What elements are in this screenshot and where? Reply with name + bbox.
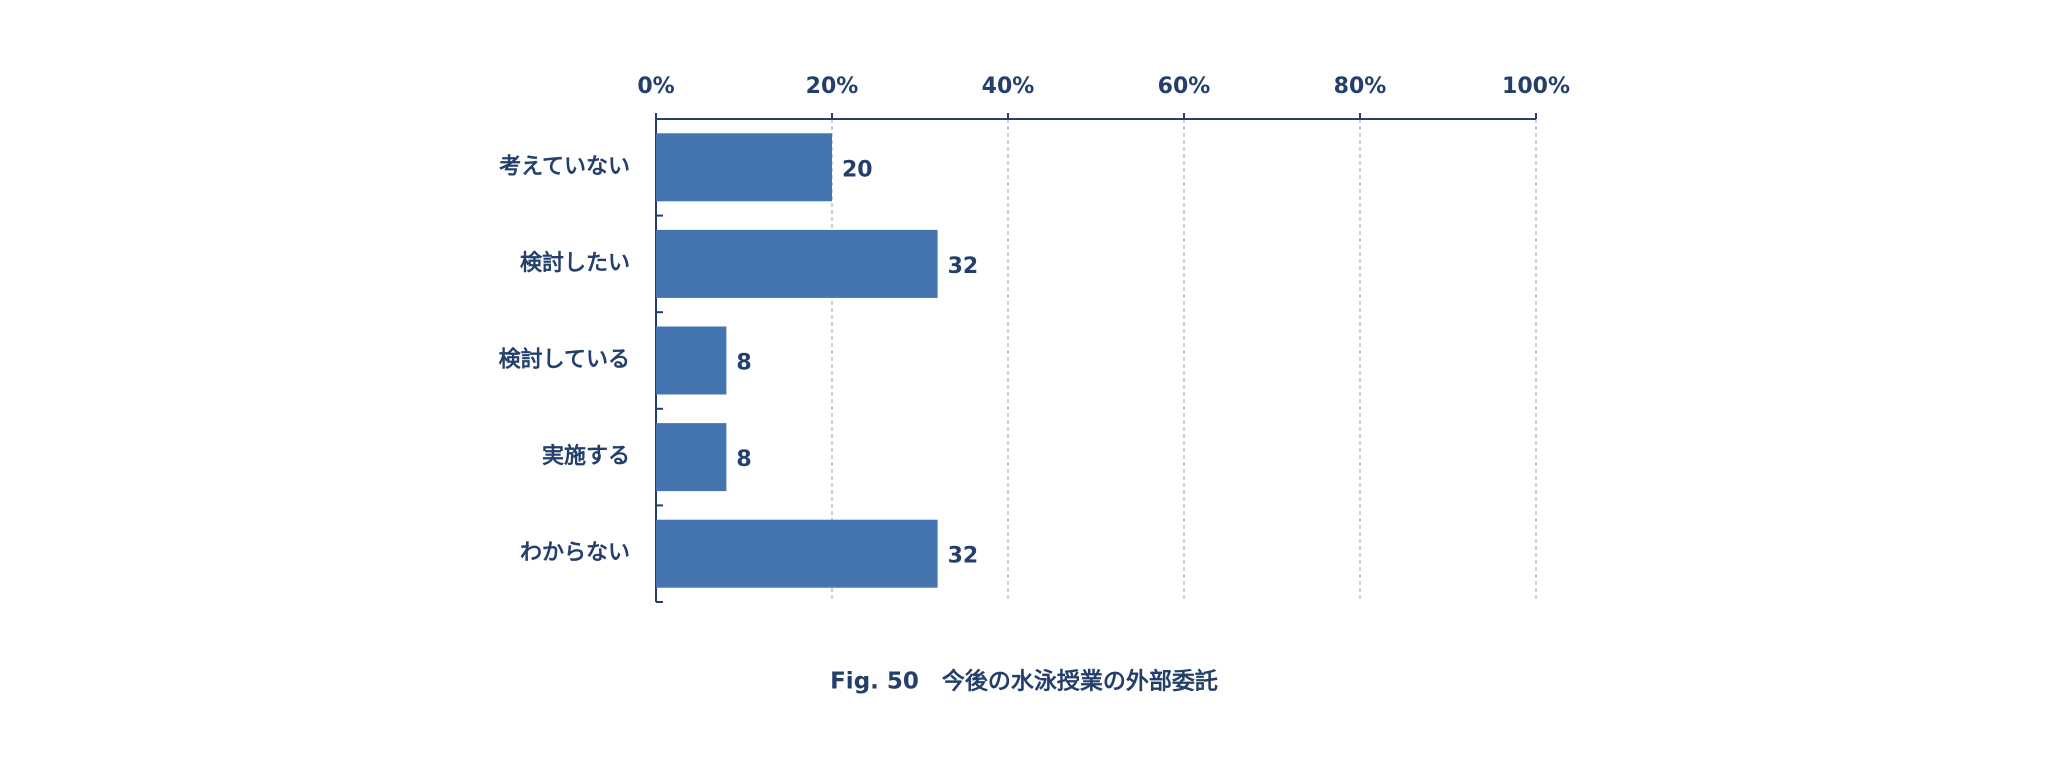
x-tick-label: 60% <box>1158 74 1211 99</box>
value-label: 8 <box>736 447 751 472</box>
bar <box>656 423 727 492</box>
bar <box>656 519 938 588</box>
x-tick-label: 100% <box>1502 74 1570 99</box>
value-label: 8 <box>736 351 751 376</box>
y-tick-label: 検討したい <box>520 250 630 276</box>
value-label: 32 <box>948 544 979 569</box>
x-tick-label: 20% <box>806 74 859 99</box>
bar <box>656 133 832 202</box>
x-tick-label: 80% <box>1334 74 1387 99</box>
y-tick-label: わからない <box>520 541 630 566</box>
x-tick-label: 40% <box>982 74 1035 99</box>
value-label: 20 <box>842 157 873 182</box>
y-tick-label: 実施する <box>542 443 630 469</box>
y-tick-label: 検討している <box>499 347 630 373</box>
value-label: 32 <box>948 254 979 279</box>
y-tick-label: 考えていない <box>499 154 630 179</box>
x-tick-label: 0% <box>637 74 674 99</box>
chart-caption: Fig. 50 今後の水泳授業の外部委託 <box>830 668 1218 695</box>
bar <box>656 229 938 298</box>
bar <box>656 326 727 395</box>
